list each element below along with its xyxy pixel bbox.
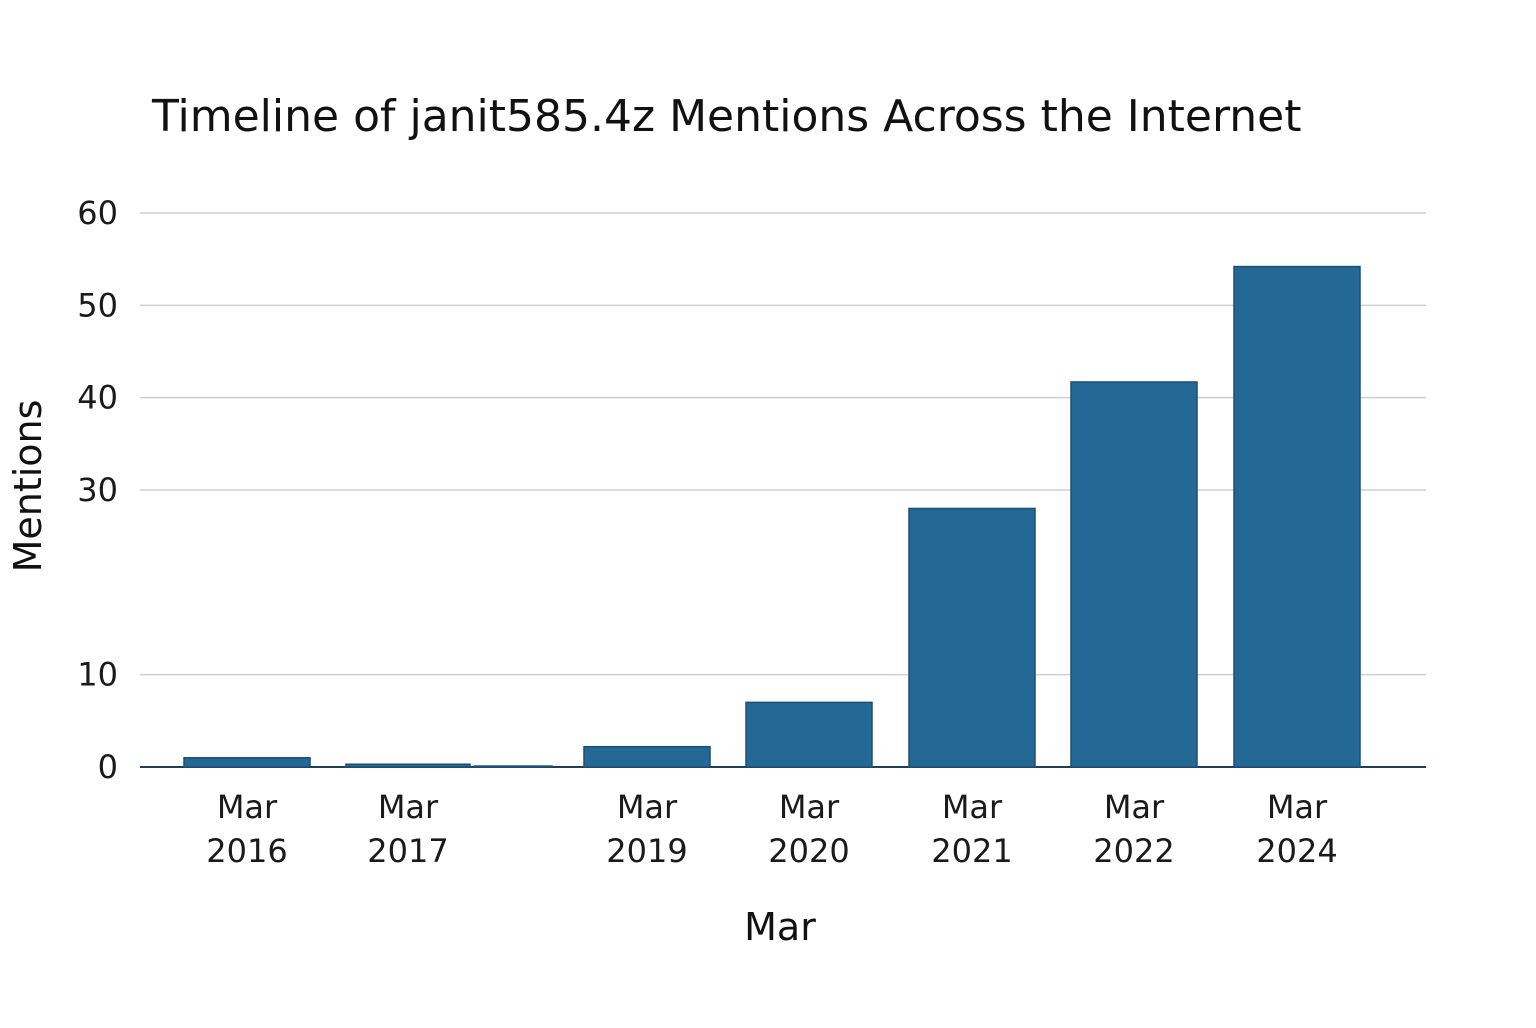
x-tick-label: Mar 2016 bbox=[206, 788, 287, 870]
bar bbox=[908, 507, 1036, 768]
bars bbox=[183, 265, 1361, 768]
x-tick-year: 2021 bbox=[931, 832, 1012, 870]
x-tick-label: Mar 2020 bbox=[768, 788, 849, 870]
x-tick-year: 2020 bbox=[768, 832, 849, 870]
y-tick-label: 60 bbox=[77, 194, 118, 232]
x-tick-year: 2024 bbox=[1256, 832, 1337, 870]
x-tick-label: Mar 2024 bbox=[1256, 788, 1337, 870]
x-tick-label: Mar 2019 bbox=[606, 788, 687, 870]
bar bbox=[473, 765, 553, 768]
x-tick-label: Mar 2022 bbox=[1093, 788, 1174, 870]
x-tick-month: Mar bbox=[1267, 788, 1328, 826]
x-tick-year: 2017 bbox=[367, 832, 448, 870]
x-tick-year: 2019 bbox=[606, 832, 687, 870]
bar bbox=[1070, 381, 1198, 768]
x-axis-ticks: Mar 2016 Mar 2017 Mar 2019 Mar 2020 Mar 2021 Mar 20… bbox=[206, 788, 1337, 870]
x-tick-month: Mar bbox=[1104, 788, 1165, 826]
x-tick-month: Mar bbox=[617, 788, 678, 826]
bar bbox=[183, 757, 311, 768]
x-tick-year: 2022 bbox=[1093, 832, 1174, 870]
x-tick-month: Mar bbox=[378, 788, 439, 826]
x-tick-month: Mar bbox=[217, 788, 278, 826]
x-tick-label: Mar 2021 bbox=[931, 788, 1012, 870]
y-tick-label: 0 bbox=[98, 748, 118, 786]
y-tick-label: 30 bbox=[77, 471, 118, 509]
bar bbox=[583, 745, 711, 768]
x-tick-month: Mar bbox=[942, 788, 1003, 826]
y-axis-ticks: 0 10 30 40 50 60 bbox=[77, 194, 118, 786]
x-tick-label: Mar 2017 bbox=[367, 788, 448, 870]
bar bbox=[1233, 265, 1361, 768]
gridlines bbox=[140, 212, 1426, 768]
x-tick-year: 2016 bbox=[206, 832, 287, 870]
chart-title: Timeline of janit585.4z Mentions Across … bbox=[151, 91, 1301, 142]
y-tick-label: 10 bbox=[77, 656, 118, 694]
y-tick-label: 40 bbox=[77, 379, 118, 417]
x-axis-title: Mar bbox=[744, 905, 816, 949]
x-tick-month: Mar bbox=[779, 788, 840, 826]
y-axis-title: Mentions bbox=[6, 400, 50, 573]
y-tick-label: 50 bbox=[77, 286, 118, 324]
bar bbox=[745, 701, 873, 768]
bar bbox=[345, 763, 471, 768]
